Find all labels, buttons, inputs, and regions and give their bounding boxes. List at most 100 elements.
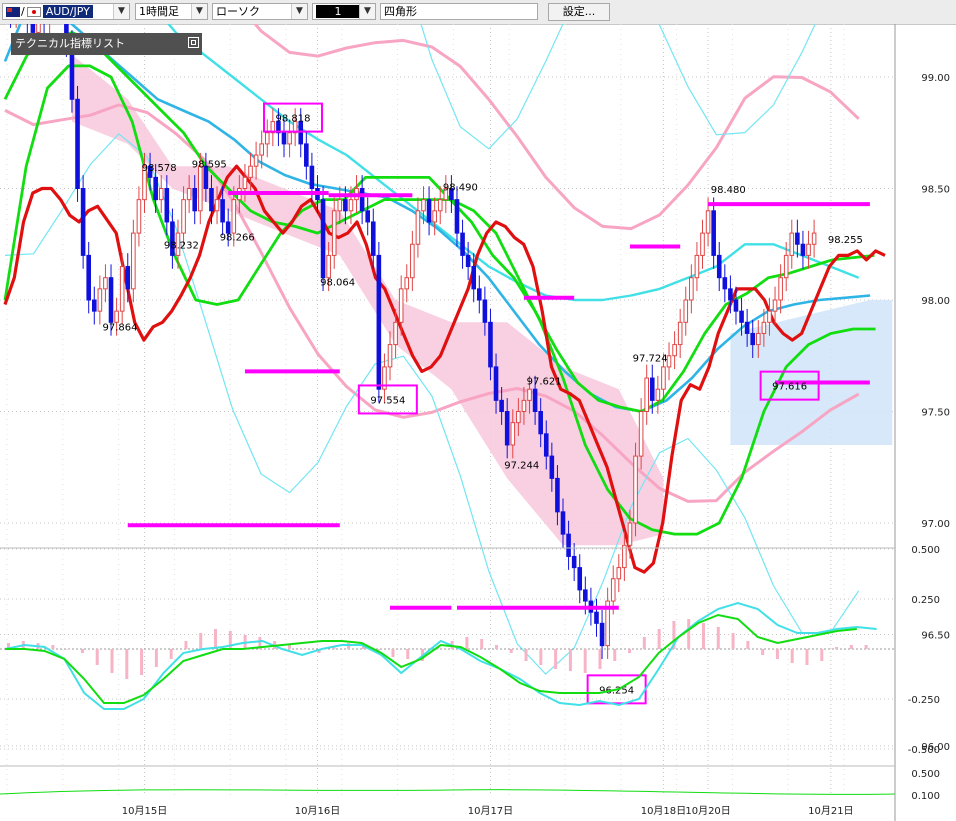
macd-bar (509, 649, 513, 653)
chevron-down-icon[interactable]: ▼ (113, 4, 129, 19)
price-label: 97.616 (772, 382, 807, 393)
candle (86, 254, 92, 301)
macd-bar (583, 649, 587, 673)
candle (733, 299, 739, 312)
chart-area[interactable]: 99.48499.15098.57898.59598.23298.26697.8… (0, 24, 956, 821)
candle (426, 199, 432, 223)
candle (281, 132, 287, 145)
macd-bar (214, 629, 218, 649)
chevron-down-icon[interactable]: ▼ (291, 4, 307, 19)
macd-bar (628, 649, 632, 653)
candle (370, 221, 376, 256)
candle (253, 154, 259, 167)
toolbar: / AUD/JPY ▼ 1時間足 ▼ ローソク ▼ 1 ▼ 四角形 設定... (0, 0, 956, 25)
candle (287, 132, 292, 145)
price-label: 98.266 (220, 233, 255, 244)
candle (722, 277, 728, 290)
candle (108, 277, 114, 323)
sub-tick-label: 0.500 (911, 769, 940, 780)
candles (10, 24, 817, 660)
flag-australia-icon (6, 7, 20, 17)
candle (421, 199, 426, 212)
macd-bar (746, 641, 750, 649)
collapse-icon[interactable] (188, 37, 199, 48)
price-label: 98.064 (320, 278, 355, 289)
candle (270, 121, 276, 134)
candle (443, 188, 449, 201)
candle (142, 165, 147, 201)
bollinger-outer-upper (420, 24, 816, 150)
macd-bar (66, 649, 70, 650)
candle (432, 210, 437, 223)
macd-bar (731, 633, 735, 649)
date-tick-label: 10月17日 (468, 805, 513, 817)
candle (331, 210, 337, 256)
symbol-select[interactable]: / AUD/JPY ▼ (2, 3, 130, 20)
candle (97, 288, 103, 312)
candle (516, 411, 521, 424)
chart-style-select[interactable]: ローソク ▼ (212, 3, 308, 20)
candle (504, 411, 510, 446)
ma-long-line (3, 24, 871, 413)
macd-line (4, 601, 877, 710)
macd-tick-label: 0.500 (911, 545, 940, 556)
candle (220, 199, 225, 223)
candle (750, 332, 756, 346)
drawing-tool-field[interactable]: 四角形 (380, 3, 538, 20)
macd-bar (790, 649, 794, 663)
candle (756, 332, 761, 346)
candle (616, 567, 622, 580)
candle (583, 589, 588, 602)
highlight-box (263, 102, 323, 133)
candle (700, 232, 705, 256)
candle (739, 310, 744, 323)
indicator-list-panel[interactable]: テクニカル指標リスト (11, 33, 202, 55)
macd-bar (524, 649, 528, 661)
candle (460, 232, 465, 256)
macd-bar (80, 649, 84, 653)
date-tick-label: 10月21日 (808, 805, 853, 817)
candle (811, 232, 817, 245)
candle (437, 199, 443, 212)
macd-bar (184, 641, 188, 649)
macd-bar (568, 649, 572, 671)
candle (672, 344, 677, 357)
price-label: 97.554 (370, 395, 405, 406)
candle (532, 388, 538, 413)
candle (119, 266, 125, 312)
candle (683, 299, 689, 323)
candle (800, 243, 806, 256)
chevron-down-icon[interactable]: ▼ (191, 4, 207, 19)
chevron-down-icon[interactable]: ▼ (359, 4, 375, 19)
candle (248, 165, 253, 178)
candle (761, 321, 767, 334)
candle (465, 254, 471, 268)
macd-bar (835, 647, 839, 649)
candle (806, 243, 811, 256)
candle (214, 199, 220, 212)
candle (543, 433, 549, 457)
macd-bar (154, 649, 158, 667)
candle (577, 567, 583, 591)
candle (30, 24, 36, 33)
timeframe-select[interactable]: 1時間足 ▼ (135, 3, 208, 20)
settings-button[interactable]: 設定... (548, 3, 610, 21)
macd-bar (317, 649, 321, 653)
candle (449, 188, 454, 201)
price-tick-label: 98.00 (921, 296, 950, 307)
price-tick-label: 98.50 (921, 185, 950, 196)
candle (566, 533, 571, 557)
date-tick-label: 10月15日 (122, 805, 167, 817)
candle (348, 199, 354, 212)
candle (689, 277, 694, 301)
candle (666, 355, 672, 368)
macd-bar (554, 649, 558, 669)
candle (292, 121, 298, 134)
price-tick-label: 99.00 (921, 73, 950, 84)
candle (560, 511, 566, 535)
bollinger-lower (4, 103, 860, 503)
candle (75, 98, 80, 189)
candle (198, 165, 203, 212)
line-weight-select[interactable]: 1 ▼ (312, 3, 376, 20)
macd-signal-line (5, 613, 857, 704)
